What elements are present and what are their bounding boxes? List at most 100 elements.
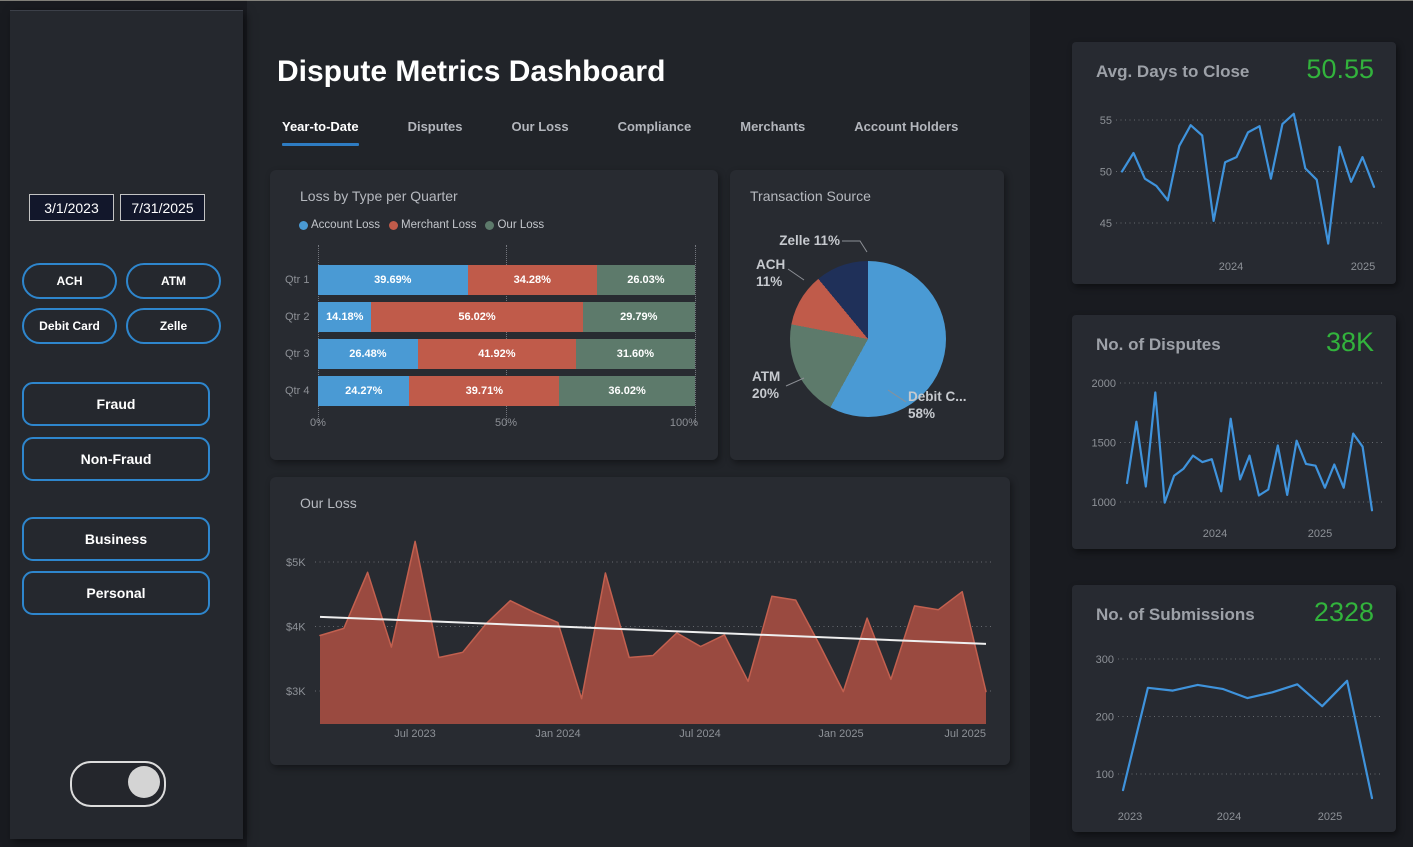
bar-segment-account-loss[interactable]: 24.27% [318, 376, 410, 406]
tab-merchants[interactable]: Merchants [740, 119, 806, 134]
gridline [506, 245, 507, 425]
trend-line[interactable] [319, 615, 987, 645]
legend-label: Merchant Loss [401, 219, 477, 231]
legend-dot [485, 220, 495, 230]
filter-sidebar: ACH ATM Debit Card Zelle Fraud Non-Fraud… [10, 10, 243, 839]
submissions-sparkline: 300 200 100 2023 2024 2025 [1096, 654, 1382, 823]
tab-our-loss[interactable]: Our Loss [511, 119, 569, 134]
filter-button-debit-card[interactable]: Debit Card [22, 308, 117, 344]
bar-category-label: Qtr 3 [285, 348, 310, 360]
end-date-input[interactable] [120, 194, 205, 221]
filter-button-ach[interactable]: ACH [22, 263, 117, 299]
bar-category-label: Qtr 1 [285, 274, 310, 286]
toggle-knob[interactable] [128, 766, 160, 798]
kpi-card-no-of-submissions: No. of Submissions 2328 300 200 100 2023 202… [1072, 585, 1396, 832]
tab-compliance[interactable]: Compliance [617, 119, 692, 134]
line-series[interactable] [1120, 112, 1376, 245]
bar-segment-merchant-loss[interactable]: 41.92% [417, 339, 576, 369]
bar-segment-our-loss[interactable]: 29.79% [582, 302, 695, 332]
bar-value-label: 31.60% [616, 348, 655, 360]
pie-label-zelle: Zelle 11% [779, 233, 840, 248]
y-tick-label: 200 [1096, 712, 1114, 724]
bar-value-label: 56.02% [458, 311, 496, 323]
stacked-bar-chart: Qtr 1 39.69% 34.28% 26.03% Qtr 2 14.18% 56.02%… [285, 245, 696, 425]
bar-segment-our-loss[interactable]: 31.60% [575, 339, 695, 369]
x-tick-label: Jul 2023 [394, 728, 436, 740]
window-top-edge [0, 0, 1413, 1]
sidebar-toggle-switch[interactable] [70, 761, 166, 807]
legend-label: Account Loss [311, 219, 381, 231]
filter-button-atm[interactable]: ATM [126, 263, 221, 299]
line-series[interactable] [1125, 391, 1374, 512]
tab-account-holders[interactable]: Account Holders [854, 119, 959, 134]
legend-label: Our Loss [497, 219, 545, 231]
x-tick-label: Jul 2024 [679, 728, 721, 740]
avg-days-sparkline: 55 50 45 2024 2025 [1100, 112, 1382, 273]
y-tick-label: 1500 [1092, 438, 1116, 450]
line-series[interactable] [1121, 679, 1374, 800]
bar-segment-account-loss[interactable]: 14.18% [318, 302, 372, 332]
bar-row-qtr-3: Qtr 3 26.48% 41.92% 31.60% [285, 339, 695, 369]
bar-value-label: 36.02% [608, 385, 646, 397]
bar-value-label: 29.79% [620, 311, 658, 323]
pie-chart[interactable] [790, 261, 946, 417]
bar-chart-legend: Account Loss Merchant Loss Our Loss [299, 219, 544, 231]
pie-label-ach: ACH 11% [756, 257, 786, 289]
disputes-sparkline: 2000 1500 1000 2024 2025 [1092, 378, 1382, 540]
bar-segment-account-loss[interactable]: 39.69% [318, 265, 468, 295]
x-tick-label: 2024 [1203, 528, 1227, 540]
bar-segment-our-loss[interactable]: 36.02% [559, 376, 695, 406]
bar-category-label: Qtr 4 [285, 385, 310, 397]
x-tick-label: 2025 [1308, 528, 1332, 540]
bar-value-label: 34.28% [513, 274, 551, 286]
filter-button-personal[interactable]: Personal [22, 571, 210, 615]
kpi-value: 50.55 [1306, 54, 1374, 84]
y-tick-label: 50 [1100, 167, 1112, 179]
area-fill[interactable] [320, 541, 986, 724]
x-tick-label: 2025 [1351, 261, 1375, 273]
y-tick-label: 300 [1096, 654, 1114, 666]
report-tab-bar: Year-to-Date Disputes Our Loss Compliance Me… [282, 119, 958, 146]
bar-category-label: Qtr 2 [285, 311, 310, 323]
bar-segment-merchant-loss[interactable]: 39.71% [409, 376, 560, 406]
kpi-value: 2328 [1313, 597, 1374, 627]
bar-segment-merchant-loss[interactable]: 56.02% [371, 302, 583, 332]
filter-button-fraud[interactable]: Fraud [22, 382, 210, 426]
gridline [695, 245, 696, 425]
our-loss-area-chart: $5K $4K $3K Jul 2023 Jan 2024 Jul 2024 Jan 202… [286, 540, 992, 740]
pie-label-debit-c: Debit C... 58% [908, 389, 967, 421]
bar-segment-our-loss[interactable]: 26.03% [596, 265, 695, 295]
page-title: Dispute Metrics Dashboard [277, 55, 666, 88]
bar-row-qtr-4: Qtr 4 24.27% 39.71% 36.02% [285, 376, 695, 406]
bar-value-label: 39.71% [465, 385, 503, 397]
pie-label-atm: ATM 20% [752, 369, 781, 401]
filter-button-business[interactable]: Business [22, 517, 210, 561]
bar-value-label: 26.03% [627, 274, 665, 286]
x-tick-label: 2024 [1219, 261, 1243, 273]
loss-by-quarter-panel: Loss by Type per Quarter Account Loss Mer… [270, 170, 718, 460]
x-tick-label: 2023 [1118, 811, 1142, 823]
panel-title: Transaction Source [750, 188, 871, 204]
bar-segment-merchant-loss[interactable]: 34.28% [467, 265, 597, 295]
legend-item-our-loss[interactable]: Our Loss [485, 219, 544, 231]
x-tick-label: 2025 [1318, 811, 1342, 823]
bar-segment-account-loss[interactable]: 26.48% [318, 339, 418, 369]
bar-value-label: 39.69% [374, 274, 412, 286]
panel-title: Our Loss [300, 495, 357, 511]
bar-row-qtr-1: Qtr 1 39.69% 34.28% 26.03% [285, 265, 695, 295]
tab-year-to-date[interactable]: Year-to-Date [282, 119, 359, 146]
start-date-input[interactable] [29, 194, 114, 221]
bar-x-tick-label: 50% [494, 417, 518, 429]
legend-item-account-loss[interactable]: Account Loss [299, 219, 380, 231]
panel-title: Loss by Type per Quarter [300, 188, 458, 204]
bar-value-label: 41.92% [478, 348, 516, 360]
filter-button-zelle[interactable]: Zelle [126, 308, 221, 344]
legend-item-merchant-loss[interactable]: Merchant Loss [389, 219, 476, 231]
y-tick-label: 2000 [1092, 378, 1116, 390]
x-tick-label: Jul 2025 [944, 728, 986, 740]
y-tick-label: $5K [286, 557, 306, 569]
x-tick-label: Jan 2024 [535, 728, 580, 740]
legend-dot [389, 220, 399, 230]
filter-button-non-fraud[interactable]: Non-Fraud [22, 437, 210, 481]
tab-disputes[interactable]: Disputes [407, 119, 463, 134]
